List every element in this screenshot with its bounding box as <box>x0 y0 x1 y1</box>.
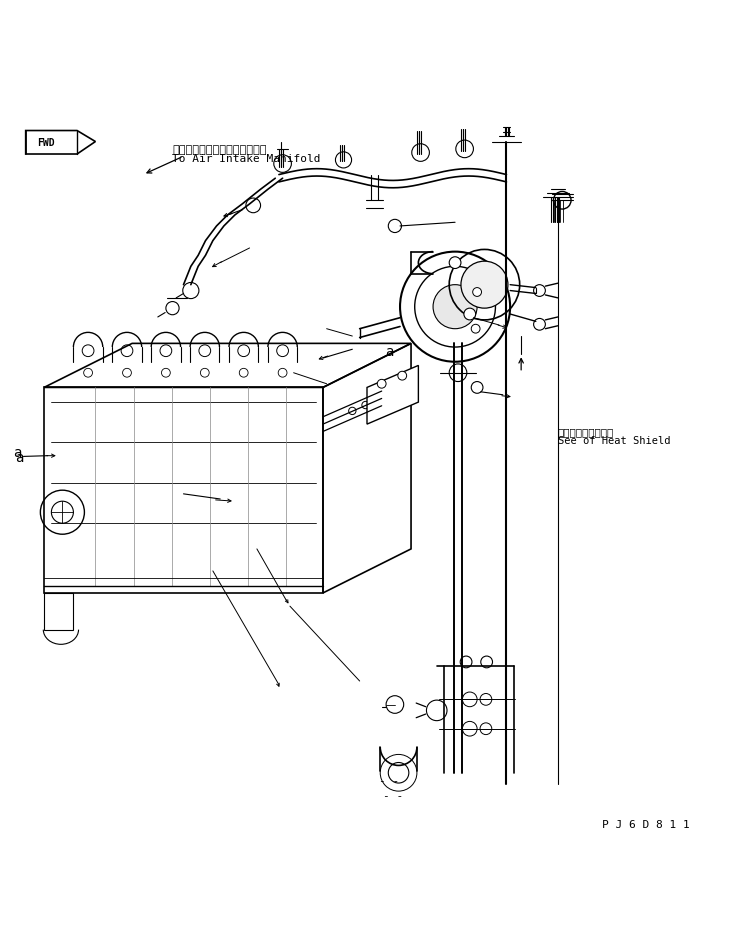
Circle shape <box>123 369 131 378</box>
Circle shape <box>398 372 407 381</box>
Text: エアーインテークマニホルドヘ: エアーインテークマニホルドヘ <box>172 145 267 155</box>
Text: See of Heat Shield: See of Heat Shield <box>558 436 670 446</box>
Circle shape <box>166 302 179 315</box>
Circle shape <box>481 656 493 668</box>
Circle shape <box>246 199 261 213</box>
Text: a: a <box>15 450 23 465</box>
Circle shape <box>449 365 467 382</box>
Circle shape <box>464 308 476 321</box>
Text: To Air Intake Manifold: To Air Intake Manifold <box>172 154 321 165</box>
Circle shape <box>471 325 480 334</box>
Text: ヒートシールド参照: ヒートシールド参照 <box>558 427 614 437</box>
Circle shape <box>460 656 472 668</box>
Circle shape <box>461 262 508 308</box>
Text: FWD: FWD <box>37 138 54 149</box>
Circle shape <box>471 382 483 394</box>
Circle shape <box>534 286 545 297</box>
Circle shape <box>161 369 170 378</box>
Text: P J 6 D 8 1 1: P J 6 D 8 1 1 <box>602 820 690 829</box>
Text: - -: - - <box>379 775 399 785</box>
Circle shape <box>200 369 209 378</box>
Circle shape <box>84 369 92 378</box>
Circle shape <box>433 286 477 329</box>
Circle shape <box>462 692 477 707</box>
Text: - -: - - <box>382 790 403 800</box>
Text: a: a <box>13 446 21 460</box>
Circle shape <box>449 257 461 269</box>
Circle shape <box>534 319 545 331</box>
Circle shape <box>377 380 386 388</box>
Circle shape <box>239 369 248 378</box>
Circle shape <box>473 288 482 297</box>
Circle shape <box>553 192 571 209</box>
Circle shape <box>388 220 401 233</box>
Polygon shape <box>367 366 418 425</box>
Circle shape <box>426 701 447 721</box>
Circle shape <box>462 722 477 736</box>
Circle shape <box>278 369 287 378</box>
Circle shape <box>480 724 492 735</box>
Circle shape <box>480 694 492 705</box>
Text: a: a <box>385 345 393 358</box>
